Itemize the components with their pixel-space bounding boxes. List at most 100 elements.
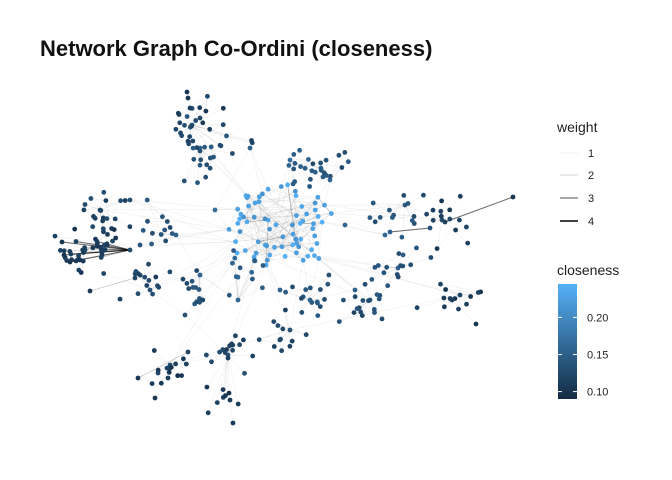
network-node bbox=[385, 283, 391, 289]
network-node bbox=[362, 281, 368, 287]
network-node bbox=[256, 337, 262, 343]
network-node bbox=[238, 211, 244, 217]
network-edge bbox=[237, 267, 241, 301]
network-node bbox=[249, 138, 254, 143]
network-edge bbox=[404, 204, 413, 221]
network-node bbox=[204, 384, 210, 390]
network-node bbox=[220, 122, 226, 128]
network-node bbox=[164, 219, 170, 224]
network-node bbox=[127, 247, 133, 253]
network-edge bbox=[191, 125, 221, 146]
network-node bbox=[251, 214, 257, 220]
network-edge bbox=[258, 201, 267, 266]
network-edge bbox=[184, 147, 201, 181]
network-node bbox=[59, 239, 65, 245]
network-edge bbox=[186, 274, 201, 284]
network-node bbox=[207, 155, 213, 161]
network-node bbox=[267, 252, 273, 258]
network-edge bbox=[199, 147, 205, 166]
network-edge bbox=[289, 159, 309, 161]
network-edge bbox=[258, 215, 297, 242]
network-node bbox=[220, 105, 226, 111]
network-edge bbox=[295, 195, 318, 198]
network-node bbox=[398, 263, 403, 268]
network-node bbox=[127, 224, 133, 230]
network-edge bbox=[445, 289, 479, 293]
network-node bbox=[298, 164, 303, 170]
network-node bbox=[200, 297, 206, 303]
network-node bbox=[370, 200, 376, 206]
network-node bbox=[372, 219, 378, 225]
network-edge bbox=[364, 284, 383, 319]
network-node bbox=[222, 350, 228, 355]
network-edge bbox=[379, 267, 399, 296]
network-edge bbox=[292, 224, 296, 240]
network-node bbox=[428, 255, 434, 260]
network-node bbox=[253, 250, 259, 256]
network-node bbox=[158, 232, 164, 237]
network-edge bbox=[246, 205, 249, 222]
network-node bbox=[100, 226, 106, 232]
network-node bbox=[233, 239, 239, 245]
network-edge bbox=[236, 276, 239, 301]
network-node bbox=[203, 108, 209, 114]
network-edge bbox=[364, 284, 371, 301]
network-node bbox=[408, 262, 414, 268]
network-edge bbox=[258, 201, 270, 230]
network-node bbox=[182, 122, 187, 128]
network-edge bbox=[269, 184, 288, 256]
network-node bbox=[315, 313, 321, 318]
plot-title: Network Graph Co-Ordini (closeness) bbox=[40, 36, 433, 61]
network-node bbox=[198, 157, 204, 163]
network-edge bbox=[331, 204, 406, 214]
network-edge bbox=[237, 222, 323, 254]
network-node bbox=[290, 284, 295, 290]
network-node bbox=[326, 272, 332, 278]
network-node bbox=[457, 217, 462, 223]
network-node bbox=[424, 211, 429, 217]
network-node bbox=[278, 336, 283, 342]
network-node bbox=[272, 244, 277, 250]
network-node bbox=[235, 401, 241, 407]
network-node bbox=[226, 292, 232, 298]
network-edge bbox=[239, 202, 256, 232]
network-node bbox=[234, 250, 240, 256]
network-edge bbox=[254, 215, 297, 218]
weight-legend-label: 2 bbox=[588, 170, 594, 182]
network-node bbox=[167, 225, 173, 230]
network-edge bbox=[245, 215, 297, 251]
network-edge bbox=[246, 206, 302, 223]
network-node bbox=[149, 241, 155, 247]
network-node bbox=[275, 323, 281, 328]
network-edge bbox=[101, 249, 131, 258]
network-node bbox=[310, 226, 316, 232]
network-edge bbox=[265, 265, 291, 331]
network-edge bbox=[222, 354, 229, 390]
network-node bbox=[196, 287, 202, 292]
network-node bbox=[265, 186, 271, 192]
network-node bbox=[80, 258, 86, 264]
network-node bbox=[178, 130, 183, 136]
network-edge bbox=[301, 197, 318, 207]
network-edge bbox=[426, 214, 443, 221]
network-edge bbox=[331, 213, 346, 226]
network-edge bbox=[147, 199, 162, 235]
network-edge bbox=[199, 241, 236, 276]
network-edge bbox=[300, 213, 332, 240]
network-edge bbox=[389, 204, 406, 211]
network-node bbox=[387, 229, 393, 235]
network-edge bbox=[318, 258, 356, 291]
network-edge bbox=[318, 258, 371, 301]
network-node bbox=[399, 234, 405, 240]
network-node bbox=[292, 188, 298, 194]
network-node bbox=[231, 248, 237, 254]
network-edge bbox=[397, 253, 400, 269]
network-edge bbox=[262, 193, 297, 216]
network-node bbox=[197, 105, 203, 111]
network-node bbox=[61, 252, 67, 258]
network-node bbox=[369, 277, 375, 282]
network-node bbox=[235, 274, 241, 280]
network-edge bbox=[239, 215, 297, 232]
network-node bbox=[475, 290, 481, 295]
network-node bbox=[351, 310, 357, 315]
